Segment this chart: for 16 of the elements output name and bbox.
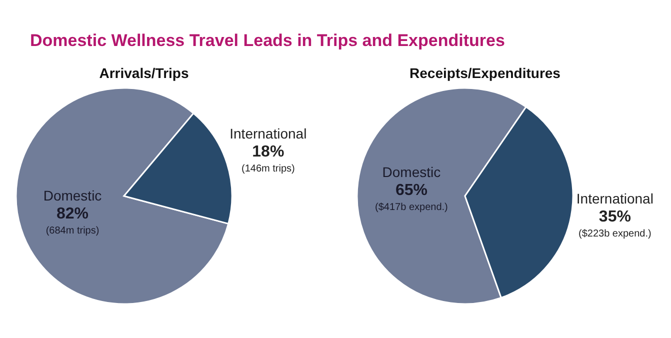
text: (684m trips) — [46, 225, 100, 236]
data-label: 18% — [252, 143, 284, 160]
chart-title: Domestic Wellness Travel Leads in Trips and Expenditures — [30, 31, 505, 50]
data-label: 65% — [395, 182, 428, 200]
slice-label: Domestic — [382, 164, 441, 180]
chart-subtitle: Receipts/Expenditures — [410, 65, 561, 81]
text: ($223b expend.) — [578, 228, 652, 240]
data-label: 35% — [598, 208, 631, 226]
data-label: 82% — [56, 205, 89, 222]
pie-slice — [15, 87, 230, 305]
slice-label: International — [230, 125, 307, 142]
slice-label: Domestic — [43, 187, 102, 204]
slice-label: International — [576, 190, 654, 207]
chart-subtitle: Arrivals/Trips — [99, 65, 189, 81]
text: ($417b expend.) — [375, 202, 448, 214]
text: (146m trips) — [241, 163, 295, 174]
